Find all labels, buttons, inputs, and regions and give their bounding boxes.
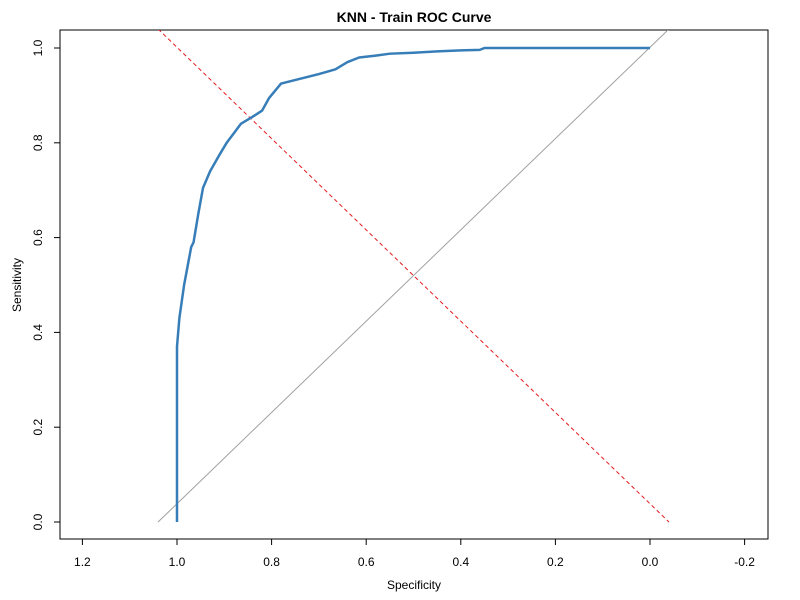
x-axis-label: Specificity	[387, 578, 441, 592]
y-tick-label: 0.8	[31, 134, 45, 151]
cutoff-line	[158, 30, 670, 523]
y-tick-label: 0.6	[31, 229, 45, 246]
x-tick-label: 1.0	[169, 555, 186, 569]
x-tick-label: -0.2	[734, 555, 755, 569]
y-tick-label: 0.4	[31, 324, 45, 341]
x-tick-label: 0.0	[642, 555, 659, 569]
x-tick-label: 1.2	[74, 555, 91, 569]
y-axis-label: Sensitivity	[10, 258, 24, 312]
x-axis: 1.2 1.0 0.8 0.6 0.4 0.2 0.0 -0.2	[74, 539, 755, 569]
chart-title: KNN - Train ROC Curve	[337, 9, 492, 25]
y-axis: 0.0 0.2 0.4 0.6 0.8 1.0	[31, 39, 60, 530]
plot-frame	[59, 29, 769, 540]
roc-curve-line	[175, 46, 650, 522]
x-tick-label: 0.2	[547, 555, 564, 569]
y-tick-label: 0.2	[31, 419, 45, 436]
x-tick-label: 0.8	[263, 555, 280, 569]
reference-lines	[157, 30, 670, 523]
x-tick-label: 0.4	[452, 555, 469, 569]
y-tick-label: 0.0	[31, 513, 45, 530]
y-tick-label: 1.0	[31, 39, 45, 56]
roc-series	[175, 46, 650, 522]
x-tick-label: 0.6	[358, 555, 375, 569]
diagonal-line	[157, 30, 669, 523]
